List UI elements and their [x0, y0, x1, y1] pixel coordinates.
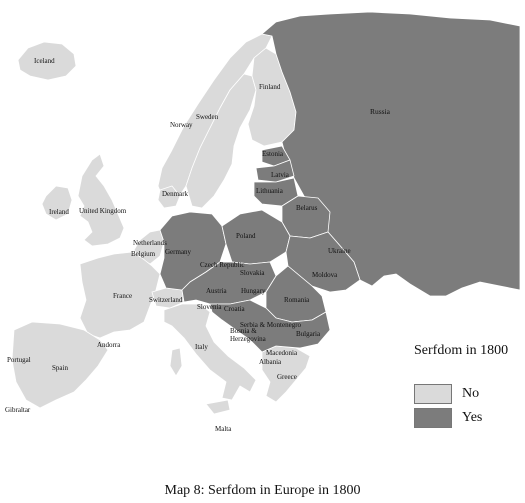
balkans-region — [209, 299, 331, 353]
label-estonia: Estonia — [262, 150, 284, 158]
denmark-region — [157, 185, 181, 209]
label-sweden: Sweden — [196, 113, 219, 121]
sardinia-region — [169, 347, 183, 377]
latvia-region — [255, 159, 295, 183]
label-greece: Greece — [277, 373, 297, 381]
legend-label-no: No — [462, 386, 480, 401]
label-denmark: Denmark — [162, 190, 189, 198]
legend-label-yes: Yes — [462, 410, 483, 425]
label-ireland: Ireland — [49, 208, 69, 216]
label-bosnia-1: Bosnia & — [230, 327, 257, 335]
legend-swatch-yes — [414, 408, 452, 428]
sicily-region — [205, 399, 231, 415]
europe-map: Iceland Ireland United Kingdom Norway Sw… — [5, 11, 521, 433]
map-caption: Map 8: Serfdom in Europe in 1800 — [164, 483, 361, 498]
legend-title: Serfdom in 1800 — [414, 343, 509, 358]
ireland-region — [41, 185, 73, 221]
label-malta: Malta — [215, 425, 232, 433]
label-czech: Czech Republic — [200, 261, 245, 269]
label-poland: Poland — [236, 232, 256, 240]
label-bulgaria: Bulgaria — [296, 330, 321, 338]
label-russia: Russia — [370, 107, 391, 116]
label-switzerland: Switzerland — [149, 296, 183, 304]
label-bosnia-2: Herzegovina — [230, 335, 267, 343]
label-latvia: Latvia — [271, 171, 290, 179]
label-serbia: Serbia & Montenegro — [240, 321, 302, 329]
poland-region — [221, 209, 291, 265]
label-finland: Finland — [259, 83, 281, 91]
legend-item-yes: Yes — [414, 408, 482, 428]
label-lithuania: Lithuania — [256, 187, 284, 195]
label-moldova: Moldova — [312, 271, 338, 279]
label-spain: Spain — [52, 364, 68, 372]
label-ukraine: Ukraine — [328, 247, 351, 255]
label-portugal: Portugal — [7, 356, 31, 364]
legend-item-no: No — [414, 384, 479, 404]
italy-region — [163, 303, 257, 401]
label-albania: Albania — [259, 358, 282, 366]
label-italy: Italy — [195, 343, 208, 351]
label-hungary: Hungary — [241, 287, 266, 295]
sweden-region — [185, 73, 257, 209]
label-norway: Norway — [170, 121, 193, 129]
label-andorra: Andorra — [97, 341, 121, 349]
legend-swatch-no — [414, 384, 452, 404]
label-germany: Germany — [165, 248, 192, 256]
label-macedonia: Macedonia — [266, 349, 298, 357]
iberia-region — [11, 321, 109, 409]
label-romania: Romania — [284, 296, 310, 304]
label-belgium: Belgium — [131, 250, 156, 258]
label-belarus: Belarus — [296, 204, 318, 212]
uk-region — [77, 153, 125, 247]
label-austria: Austria — [206, 287, 228, 295]
label-slovenia: Slovenia — [197, 303, 222, 311]
france-region — [79, 251, 161, 339]
label-uk: United Kingdom — [79, 207, 127, 215]
label-slovakia: Slovakia — [240, 269, 265, 277]
label-croatia: Croatia — [224, 305, 245, 313]
label-netherlands: Netherlands — [133, 239, 167, 247]
benelux-region — [133, 229, 165, 265]
label-gibraltar: Gibraltar — [5, 406, 31, 414]
iceland-region — [17, 41, 77, 81]
label-iceland: Iceland — [34, 57, 55, 65]
label-france: France — [113, 292, 132, 300]
